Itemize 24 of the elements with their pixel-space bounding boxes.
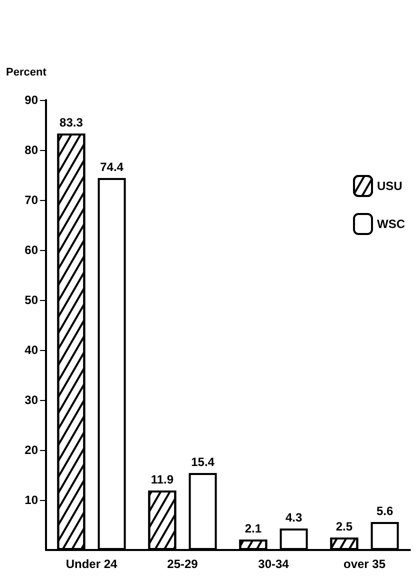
data-label: 11.9 [150,472,174,486]
x-tick-label: Under 24 [66,557,118,571]
x-tick-label: 25-29 [167,557,198,571]
y-tick-label: 90 [24,93,38,107]
y-axis-title: Percent [6,66,47,78]
data-label: 2.1 [244,522,262,536]
y-tick-label: 60 [24,243,38,257]
legend-label: USU [377,179,402,193]
y-tick-label: 10 [24,493,38,507]
data-label: 4.3 [285,510,302,524]
data-label: 5.6 [376,504,394,518]
data-label: 15.4 [191,455,215,469]
y-tick-label: 80 [24,143,38,157]
x-tick-label: 30-34 [258,557,290,571]
y-tick-label: 20 [24,443,38,457]
x-tick-label: over 35 [343,557,386,571]
data-label: 74.4 [100,160,124,174]
data-label: 2.5 [336,520,353,534]
y-tick-label: 30 [24,393,38,407]
data-label: 83.3 [60,116,84,130]
y-tick-label: 50 [24,293,38,307]
legend-label: WSC [377,217,406,231]
y-tick-label: 40 [24,343,38,357]
y-tick-label: 70 [24,193,38,207]
